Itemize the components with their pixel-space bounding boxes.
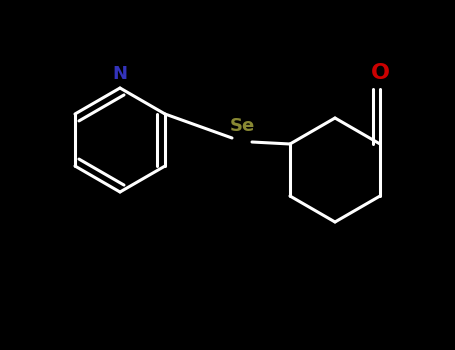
Text: N: N xyxy=(112,65,127,83)
Text: O: O xyxy=(370,63,389,83)
Text: Se: Se xyxy=(229,117,255,135)
